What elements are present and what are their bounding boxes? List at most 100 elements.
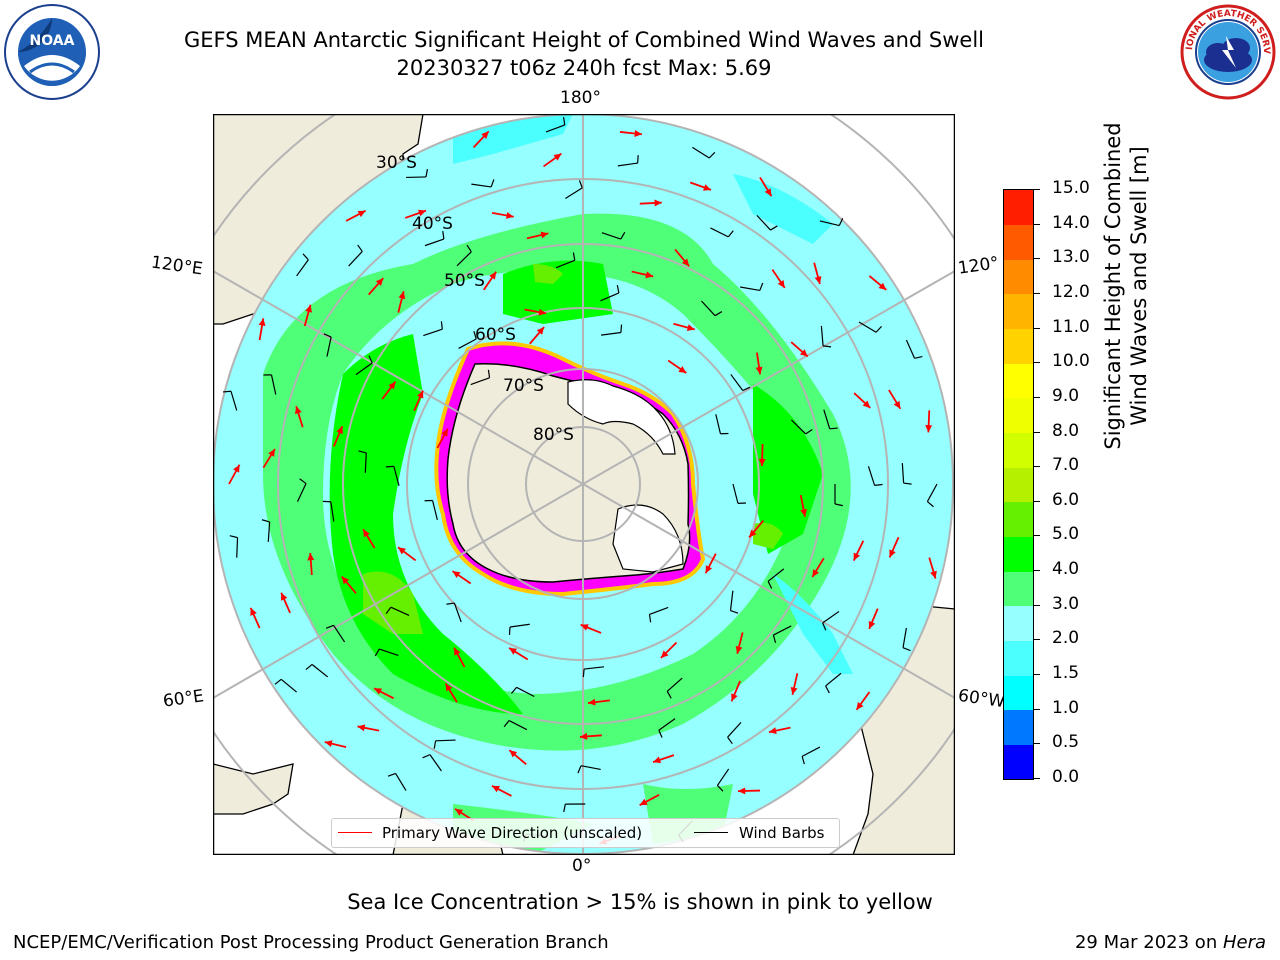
colorbar-segment: [1004, 397, 1033, 434]
wind-barb-flag: [874, 483, 883, 486]
lon-label-60e: 60°E: [161, 686, 206, 712]
lon-label-0: 0°: [572, 856, 592, 876]
colorbar-segment: [1004, 259, 1033, 295]
wind-barb-flag: [323, 333, 332, 338]
wave-arrow-head: [812, 569, 820, 578]
wind-barbs: [222, 116, 938, 843]
colorbar-tick-label: 11.0: [1052, 316, 1090, 337]
colorbar-tick-label: 14.0: [1052, 212, 1090, 233]
wave-arrow-head: [749, 529, 757, 538]
credit-date: 29 Mar 2023 on Hera: [1074, 932, 1266, 953]
wave-arrow-head: [639, 798, 648, 806]
wind-barb-flag: [927, 501, 934, 508]
wind-barb: [584, 666, 605, 670]
wind-barb: [508, 720, 528, 731]
wind-barb-flag: [825, 685, 830, 694]
wave-arrow-head: [363, 529, 370, 538]
wind-barb-flag: [903, 482, 912, 485]
wave-arrow-head: [893, 400, 901, 409]
wind-barb-flag: [742, 386, 751, 392]
wave-arrow-head: [553, 153, 562, 161]
wind-barb: [740, 286, 760, 292]
wind-barb-flag: [510, 686, 517, 694]
wind-barb: [379, 648, 399, 656]
wave-arrow-head: [862, 400, 871, 409]
wave-arrow-head: [489, 271, 497, 280]
colorbar-tick: [1034, 466, 1040, 468]
wave-arrow-head: [445, 683, 453, 692]
wind-barb-flag: [357, 244, 363, 252]
colorbar-tick: [1034, 396, 1040, 398]
wind-barb: [600, 292, 620, 302]
wind-barb: [820, 325, 824, 346]
wind-barb-flag: [358, 450, 367, 454]
wave-arrow-head: [324, 740, 333, 748]
wind-barb: [435, 739, 456, 742]
wind-barb-flag: [302, 253, 309, 261]
colorbar-tick: [1034, 500, 1040, 502]
wind-barb-flag: [387, 772, 396, 777]
wind-barb: [458, 338, 477, 349]
wave-arrow-head: [307, 553, 315, 561]
wind-barb: [767, 568, 785, 582]
wave-arrow-head: [398, 291, 406, 300]
wave-arrow-head: [653, 756, 662, 764]
wind-barb-flag: [727, 736, 733, 745]
wave-arrow-head: [357, 210, 366, 218]
colorbar-segment: [1004, 328, 1033, 364]
wave-arrow-head: [454, 647, 461, 656]
wind-barb: [905, 339, 916, 359]
wind-barb-flag: [714, 311, 723, 317]
colorbar-segment: [1004, 363, 1033, 399]
wind-barb-flag: [440, 321, 443, 330]
wave-arrow-head: [506, 212, 514, 219]
wind-barb: [364, 452, 367, 473]
wave-arrow-head: [374, 688, 383, 695]
wind-barb: [545, 124, 565, 133]
wind-barb: [692, 146, 710, 159]
map-legend: Primary Wave Direction (unscaled) Wind B…: [331, 818, 840, 848]
colorbar-tick-label: 7.0: [1052, 455, 1080, 476]
wind-barb: [822, 610, 840, 624]
wind-barb: [423, 328, 443, 337]
wind-barb: [471, 183, 492, 188]
colorbar-tick-label: 0.5: [1052, 732, 1080, 753]
wind-barb: [296, 259, 309, 277]
wind-barb: [580, 765, 601, 771]
wave-arrow-head: [336, 426, 343, 435]
wind-barb-flag: [473, 331, 477, 340]
wind-barb: [456, 251, 472, 267]
wave-arrow-head: [768, 727, 777, 735]
wave-arrow-head: [755, 366, 763, 375]
chart-title: GEFS MEAN Antarctic Significant Height o…: [183, 28, 985, 52]
colorbar-tick-label: 1.5: [1052, 663, 1080, 684]
svg-text:NOAA: NOAA: [30, 33, 75, 49]
wind-barb: [666, 677, 683, 692]
wave-arrow-head: [705, 565, 713, 574]
lat-label-80s: 80°S: [533, 425, 574, 445]
lat-label-30s: 30°S: [376, 153, 417, 173]
wave-arrow-head: [889, 549, 896, 558]
wind-barb: [617, 162, 638, 167]
wave-arrow-head: [645, 271, 654, 279]
noaa-logo: NOAA: [0, 0, 104, 104]
colorbar-segment: [1004, 536, 1033, 572]
wave-arrow-head: [258, 318, 266, 327]
wave-arrow-head: [580, 624, 589, 631]
wind-barb: [730, 374, 744, 391]
colorbar-segment: [1004, 293, 1033, 330]
wind-barb-flag: [433, 740, 437, 749]
wind-barb-flag: [261, 519, 270, 523]
wind-barb: [825, 672, 842, 687]
legend-swatch-wave-direction: [338, 832, 372, 833]
colorbar-tick: [1034, 708, 1040, 710]
colorbar-segment: [1004, 675, 1033, 711]
wind-barb-flag: [767, 581, 773, 589]
colorbar-tick: [1034, 189, 1040, 190]
graticule: [213, 114, 955, 855]
wave-arrow-head: [764, 188, 772, 197]
colorbar-segment: [1004, 432, 1033, 468]
wind-barb: [516, 686, 535, 698]
lon-label-180: 180°: [560, 88, 601, 108]
wind-barb: [727, 721, 742, 738]
